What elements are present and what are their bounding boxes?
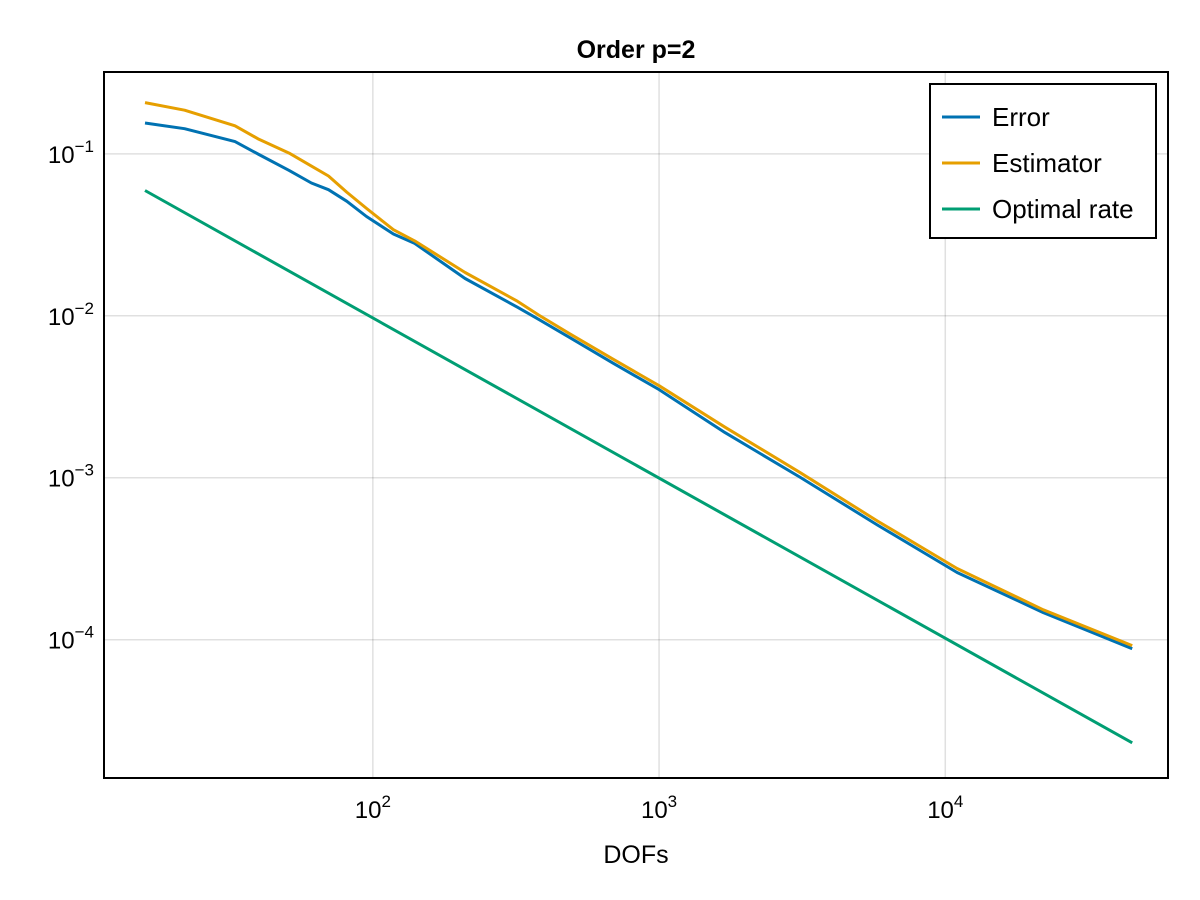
series-layer [144,101,1133,745]
y-tick-exponent: −1 [75,137,94,156]
legend-label-estimator: Estimator [992,148,1102,178]
y-tick-label: 10−3 [48,461,94,493]
x-axis-label: DOFs [603,841,668,869]
y-tick-label: 10−2 [48,299,94,331]
series-line-optimal-rate [144,189,1133,745]
x-tick-exponent: 4 [954,792,963,811]
x-tick-label: 102 [355,792,391,824]
y-tick-base: 10 [48,466,75,493]
y-tick-exponent: −3 [75,461,94,480]
series-line-error [144,121,1133,651]
legend-label-error: Error [992,102,1050,132]
x-tick-label: 103 [641,792,677,824]
x-tick-exponent: 3 [668,792,677,811]
legend: Error Estimator Optimal rate [929,83,1157,239]
legend-box [929,83,1157,239]
x-tick-base: 10 [641,797,668,824]
y-tick-base: 10 [48,142,75,169]
y-tick-base: 10 [48,628,75,655]
x-tick-exponent: 2 [381,792,390,811]
y-tick-exponent: −4 [75,623,94,642]
x-tick-label: 104 [927,792,963,824]
legend-label-optimal-rate: Optimal rate [992,194,1134,224]
chart-title: Order p=2 [577,36,696,64]
x-tick-base: 10 [927,797,954,824]
series-line-estimator [144,101,1133,647]
y-tick-label: 10−4 [48,623,94,655]
plot-frame [103,71,1169,779]
x-tick-base: 10 [355,797,382,824]
y-tick-label: 10−1 [48,137,94,169]
y-tick-exponent: −2 [75,299,94,318]
y-tick-base: 10 [48,304,75,331]
